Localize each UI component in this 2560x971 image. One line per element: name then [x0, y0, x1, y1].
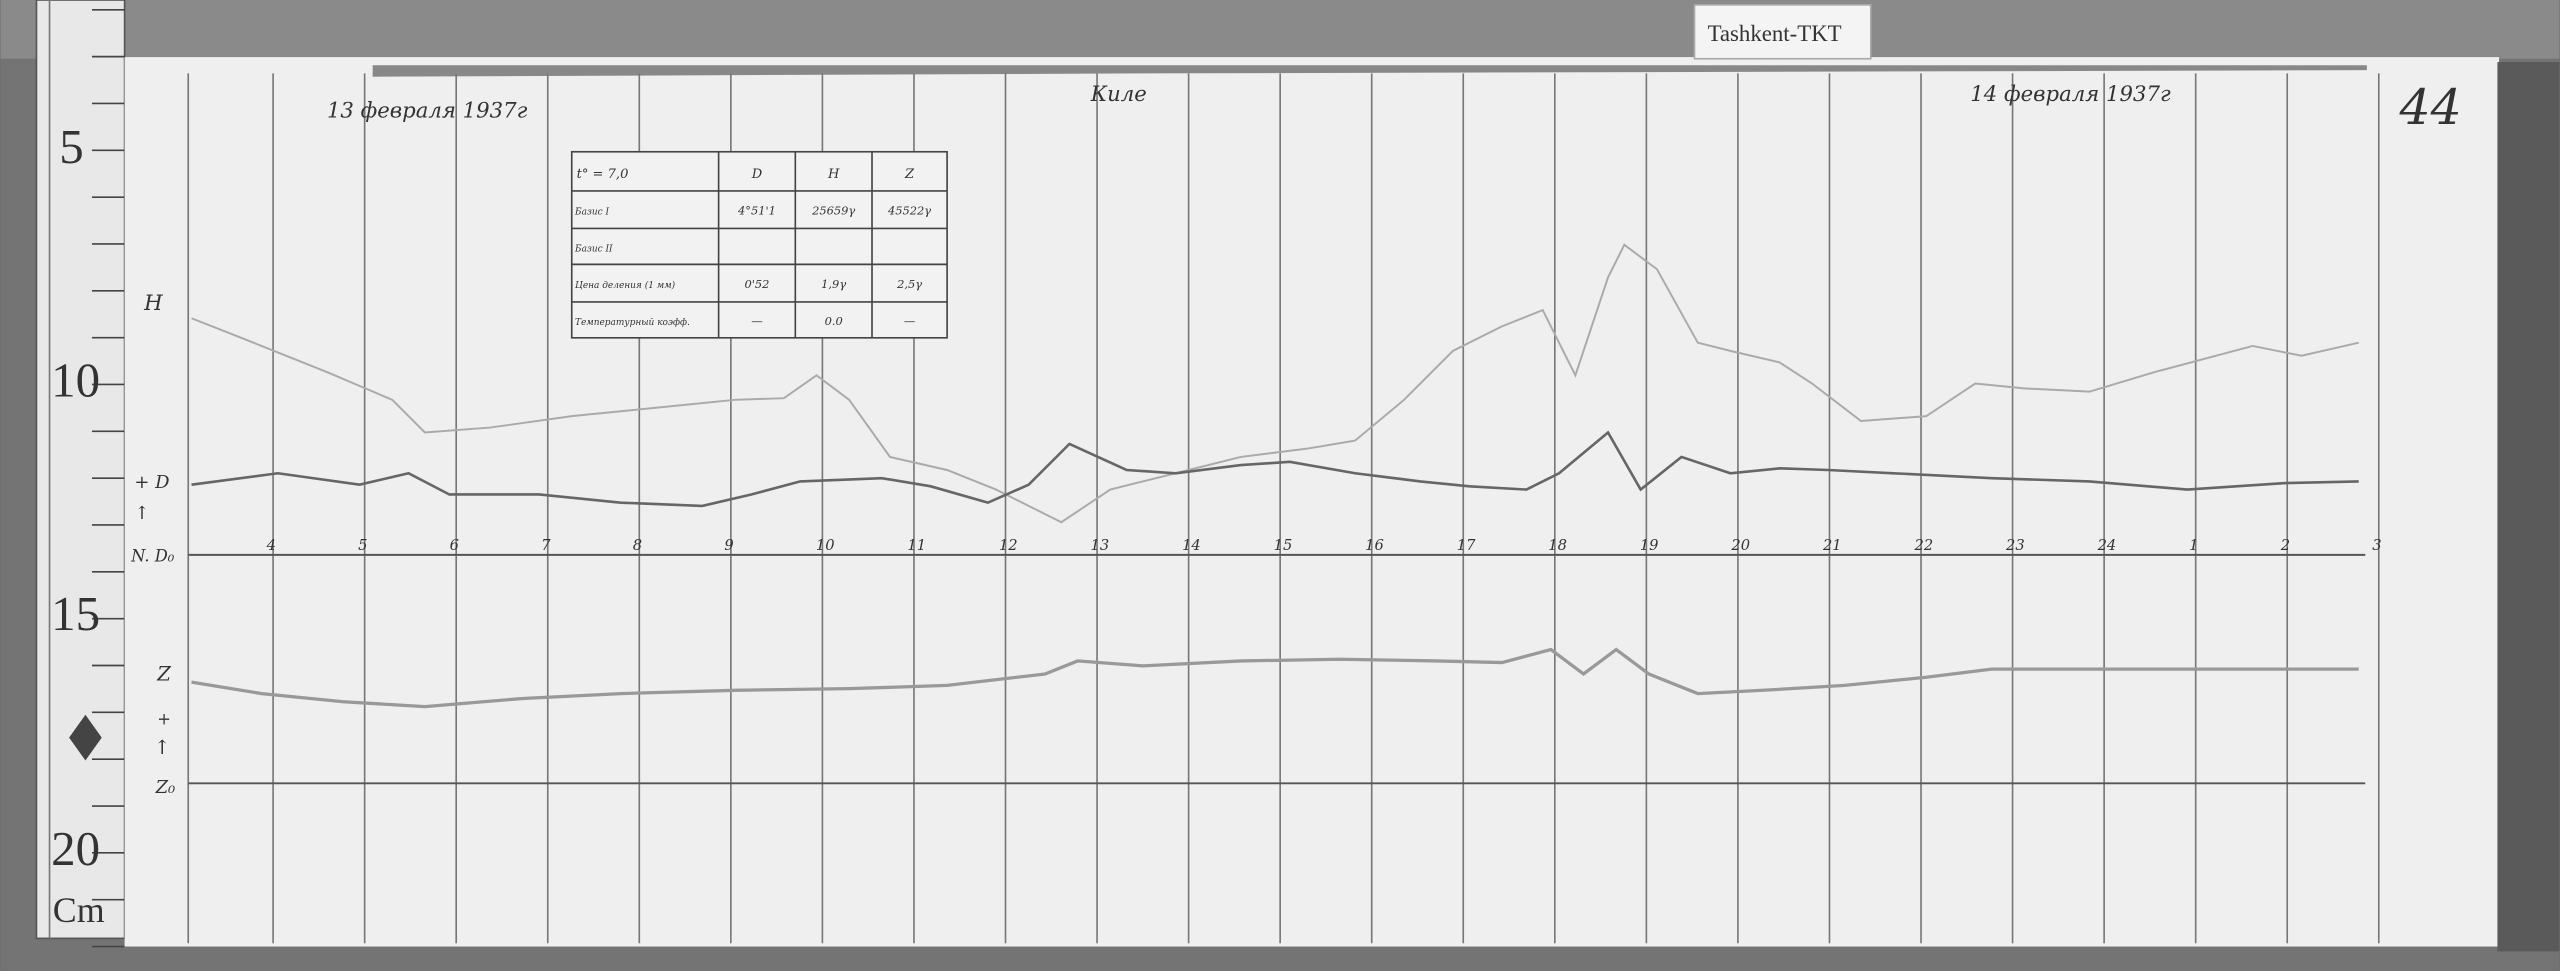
table-row-label: Температурный коэфф.: [575, 318, 690, 328]
table-header-cell: D: [751, 167, 763, 182]
table-cell: 45522γ: [887, 204, 931, 218]
ruler-ticks: [91, 8, 125, 948]
hour-label: 6: [450, 537, 459, 554]
table-cell: 25659γ: [811, 204, 855, 218]
hour-label: 3: [2372, 537, 2381, 554]
constants-table: t° = 7,0 D H Z Базис I 4°51'1 25659γ 45522γ Бази…: [570, 150, 948, 339]
board-top: [0, 0, 2560, 59]
station-tag-text: Tashkent-TKT: [1708, 21, 1842, 46]
hour-label: 23: [2005, 537, 2025, 554]
label-d-plus: + D: [134, 472, 169, 493]
hour-label: 4: [266, 537, 276, 554]
hour-label: 22: [1913, 537, 1933, 554]
hour-label: 17: [1457, 537, 1476, 554]
table-header-cell: t° = 7,0: [577, 167, 629, 182]
hour-grid: [187, 73, 2380, 944]
station-tag: [1693, 4, 1872, 60]
table-header-cell: H: [827, 167, 840, 182]
hour-label: 21: [1822, 537, 1842, 554]
table-cell: 0'52: [745, 277, 770, 291]
hour-label: 5: [358, 537, 367, 554]
ruler-mark-5: 5: [59, 119, 83, 174]
ruler: [35, 0, 126, 940]
sheet-number: 44: [2399, 79, 2462, 136]
hour-label: 13: [1091, 537, 1110, 554]
hour-label: 1: [2189, 537, 2198, 554]
hour-label: 10: [816, 537, 835, 554]
date-left: 13 февраля 1937г: [327, 98, 528, 123]
hour-label: 14: [1182, 537, 1201, 554]
label-z-plus: +: [157, 710, 171, 729]
hour-label: 19: [1640, 537, 1659, 554]
ruler-clip-icon: [69, 714, 102, 761]
paper-fold: [372, 65, 2367, 77]
date-right: 14 февраля 1937г: [1970, 82, 2171, 107]
hour-label: 11: [907, 537, 926, 554]
ruler-mark-10: 10: [51, 353, 100, 408]
hour-label: 9: [724, 537, 733, 554]
hour-label: 18: [1548, 537, 1567, 554]
table-cell: 0.0: [825, 314, 843, 328]
d-trace: [191, 430, 2359, 508]
hour-label: 24: [2097, 537, 2117, 554]
table-header-cell: Z: [904, 167, 915, 182]
hour-label: 2: [2280, 537, 2290, 554]
ruler-unit: Cm: [53, 890, 105, 930]
table-row-label: Цена деления (1 мм): [575, 280, 676, 291]
label-d-base: N. D₀: [130, 546, 175, 565]
h-trace: [191, 243, 2359, 524]
label-z: Z: [156, 663, 171, 686]
z-trace: [191, 647, 2359, 709]
hour-label: 16: [1365, 537, 1384, 554]
table-cell: 1,9γ: [821, 277, 846, 291]
ruler-mark-15: 15: [51, 586, 100, 641]
label-d-arrow: ↑: [134, 503, 149, 524]
hour-label: 15: [1274, 537, 1293, 554]
paper-sheet: [124, 57, 2500, 947]
label-h: H: [143, 291, 163, 316]
ruler-mark-20: 20: [51, 821, 100, 876]
table-row-label: Базис II: [574, 244, 613, 254]
observer-signature: Киле: [1090, 82, 1147, 107]
hour-label: 7: [541, 537, 551, 554]
table-cell: 4°51'1: [737, 204, 776, 218]
hour-labels: 4 5 6 7 8 9 10 11 12 13 14 15 16 17 18 19 20 21 22 23 24 1 2 3: [266, 537, 2382, 554]
table-cell: 2,5γ: [896, 277, 922, 291]
hour-label: 8: [633, 537, 642, 554]
hour-label: 12: [999, 537, 1018, 554]
table-cell: —: [904, 314, 915, 328]
label-z-base: Z₀: [155, 777, 176, 798]
table-cell: —: [751, 314, 762, 328]
table-row-label: Базис I: [574, 208, 609, 218]
label-z-arrow: ↑: [154, 736, 170, 759]
board-right: [2497, 62, 2560, 952]
hour-label: 20: [1730, 537, 1750, 554]
